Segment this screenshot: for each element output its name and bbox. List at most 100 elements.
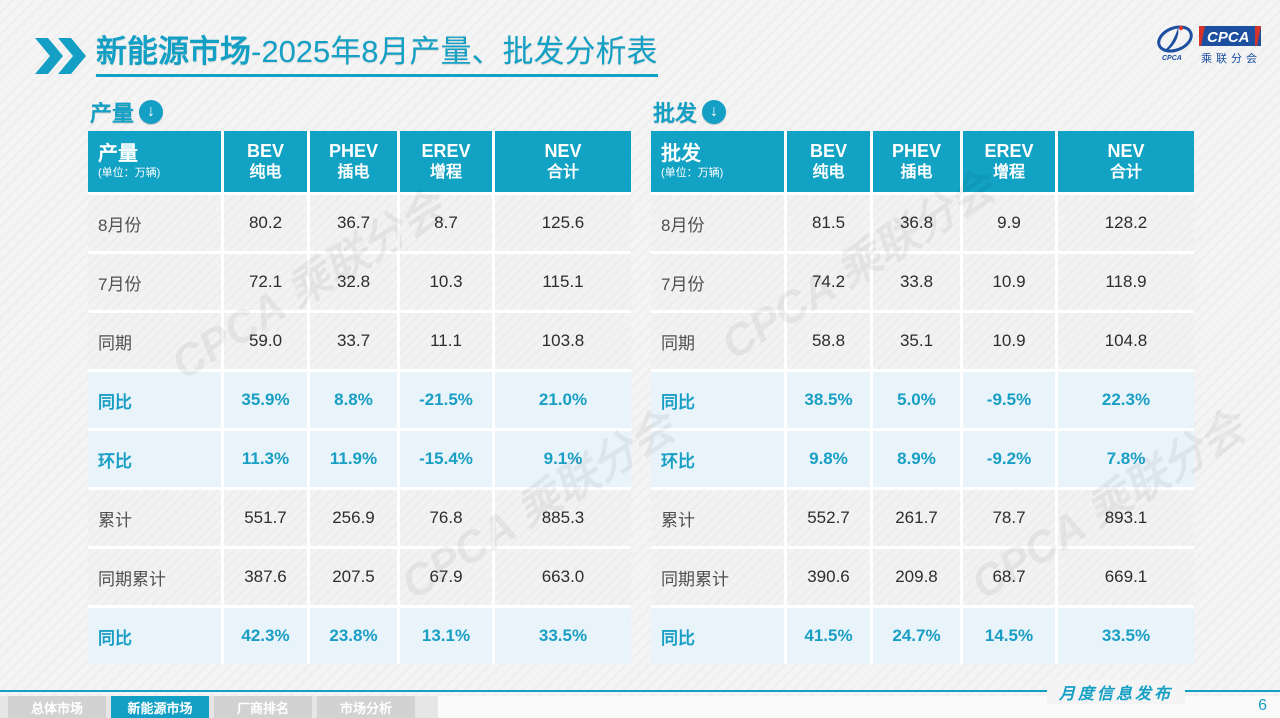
- table-cell: 893.1: [1058, 490, 1194, 546]
- table-cell: 13.1%: [400, 608, 492, 664]
- row-label: 同期: [651, 313, 784, 369]
- page-number: 6: [1258, 697, 1267, 714]
- table-cell: 261.7: [873, 490, 960, 546]
- table-cell: 103.8: [495, 313, 631, 369]
- column-header-cn: 纯电: [812, 163, 845, 181]
- wholesale-table: 批发 (单位：万辆) BEV 纯电 PHEV 插电 EREV 增程 NEV 合计 8月份 81.5 36…: [651, 131, 1194, 664]
- column-header-en: PHEV: [328, 141, 379, 162]
- column-header: PHEV 插电: [873, 131, 960, 192]
- row-label: 同比: [651, 372, 784, 428]
- table-cell: 22.3%: [1058, 372, 1194, 428]
- table-cell: 552.7: [787, 490, 870, 546]
- table-cell: 23.8%: [310, 608, 397, 664]
- production-table: 产量 (单位：万辆) BEV 纯电 PHEV 插电 EREV 增程 NEV 合计 8月份 80.2 36…: [88, 131, 631, 664]
- table-cell: 209.8: [873, 549, 960, 605]
- row-label: 同比: [651, 608, 784, 664]
- table-cell: 80.2: [224, 195, 307, 251]
- table-cell: 387.6: [224, 549, 307, 605]
- table-cell: 9.9: [963, 195, 1055, 251]
- column-header-en: EREV: [421, 141, 471, 162]
- row-label: 8月份: [88, 195, 221, 251]
- table-cell: 35.9%: [224, 372, 307, 428]
- table-cell: -9.5%: [963, 372, 1055, 428]
- cpca-wordmark: CPCA 乘联分会: [1199, 26, 1261, 65]
- footer-tab-2[interactable]: 厂商排名: [214, 696, 312, 718]
- table-cell: 118.9: [1058, 254, 1194, 310]
- cpca-logo: CPCA CPCA 乘联分会: [1157, 25, 1261, 65]
- table-cell: 9.1%: [495, 431, 631, 487]
- table-cell: 36.7: [310, 195, 397, 251]
- table-cell: 76.8: [400, 490, 492, 546]
- column-header: BEV 纯电: [224, 131, 307, 192]
- table-cell: 8.9%: [873, 431, 960, 487]
- column-header: NEV 合计: [1058, 131, 1194, 192]
- table-cell: 11.1: [400, 313, 492, 369]
- row-label: 同期累计: [651, 549, 784, 605]
- column-header-cn: 增程: [992, 163, 1025, 181]
- table-cell: 33.5%: [495, 608, 631, 664]
- row-label: 同期累计: [88, 549, 221, 605]
- table-cell: 663.0: [495, 549, 631, 605]
- page-title-rest: -2025年8月产量、批发分析表: [251, 34, 658, 69]
- footer-tab-3[interactable]: 市场分析: [317, 696, 415, 718]
- table-cell: 58.8: [787, 313, 870, 369]
- row-label: 8月份: [651, 195, 784, 251]
- table-cell: 8.7: [400, 195, 492, 251]
- row-label: 累计: [651, 490, 784, 546]
- table-cell: 125.6: [495, 195, 631, 251]
- table-cell: 5.0%: [873, 372, 960, 428]
- table-cell: 21.0%: [495, 372, 631, 428]
- column-header: PHEV 插电: [310, 131, 397, 192]
- table-cell: 36.8: [873, 195, 960, 251]
- column-header-cn: 插电: [900, 163, 933, 181]
- table-cell: 10.3: [400, 254, 492, 310]
- table-header-label: 产量 (单位：万辆): [88, 131, 221, 192]
- table-cell: 10.9: [963, 313, 1055, 369]
- table-cell: 7.8%: [1058, 431, 1194, 487]
- table-cell: -15.4%: [400, 431, 492, 487]
- table-cell: 38.5%: [787, 372, 870, 428]
- column-header: BEV 纯电: [787, 131, 870, 192]
- row-label: 累计: [88, 490, 221, 546]
- footer-divider: [0, 690, 1280, 692]
- table-cell: 42.3%: [224, 608, 307, 664]
- table-cell: 207.5: [310, 549, 397, 605]
- column-header-cn: 插电: [337, 163, 370, 181]
- column-header: NEV 合计: [495, 131, 631, 192]
- footer-tab-0[interactable]: 总体市场: [8, 696, 106, 718]
- double-chevron-icon: [35, 38, 86, 74]
- column-header-en: BEV: [246, 141, 284, 162]
- table-cell: 551.7: [224, 490, 307, 546]
- row-label: 同期: [88, 313, 221, 369]
- table-cell: 67.9: [400, 549, 492, 605]
- footer-tab-1[interactable]: 新能源市场: [111, 696, 209, 718]
- column-header-en: NEV: [544, 141, 582, 162]
- row-label: 7月份: [651, 254, 784, 310]
- row-label: 环比: [88, 431, 221, 487]
- row-label: 7月份: [88, 254, 221, 310]
- table-cell: 32.8: [310, 254, 397, 310]
- table-header-label: 批发 (单位：万辆): [651, 131, 784, 192]
- table-cell: 35.1: [873, 313, 960, 369]
- table-cell: 11.9%: [310, 431, 397, 487]
- down-arrow-icon: ↓: [702, 100, 727, 124]
- column-header-en: PHEV: [891, 141, 942, 162]
- table-cell: 9.8%: [787, 431, 870, 487]
- column-header-en: NEV: [1107, 141, 1145, 162]
- footer-tab-bar: 总体市场 新能源市场 厂商排名 市场分析: [0, 696, 438, 718]
- section-wholesale-label: 批发: [653, 101, 698, 126]
- column-header: EREV 增程: [400, 131, 492, 192]
- column-header-en: EREV: [984, 141, 1034, 162]
- column-header-cn: 合计: [1109, 163, 1142, 181]
- table-cell: 68.7: [963, 549, 1055, 605]
- page-header: 新能源市场-2025年8月产量、批发分析表: [34, 34, 658, 77]
- table-cell: 115.1: [495, 254, 631, 310]
- row-label: 同比: [88, 608, 221, 664]
- table-cell: 74.2: [787, 254, 870, 310]
- table-cell: 10.9: [963, 254, 1055, 310]
- column-header-cn: 纯电: [249, 163, 282, 181]
- svg-text:乘联分会: 乘联分会: [1201, 52, 1261, 65]
- down-arrow-icon: ↓: [139, 100, 164, 124]
- table-cell: 390.6: [787, 549, 870, 605]
- table-cell: -9.2%: [963, 431, 1055, 487]
